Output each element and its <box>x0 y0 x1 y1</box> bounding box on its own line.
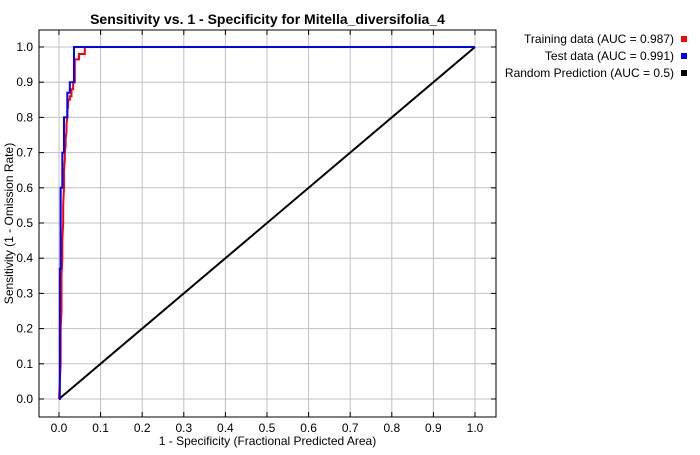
x-tick-label: 0.6 <box>300 421 317 435</box>
x-tick-label: 0.3 <box>175 421 192 435</box>
axis-ticks: 0.0 0.1 0.2 0.3 0.4 0.5 0.6 0.7 0.8 0.9 1.0 0.0 0.1 0… <box>16 30 496 435</box>
series-line-0 <box>58 46 475 400</box>
legend-label: Training data (AUC = 0.987) <box>524 32 674 46</box>
series-line-2 <box>58 46 476 400</box>
chart-title: Sensitivity vs. 1 - Specificity for Mite… <box>90 11 445 27</box>
series-lines <box>58 46 476 400</box>
y-tick-label: 0.3 <box>16 286 33 300</box>
x-tick-label: 0.2 <box>134 421 151 435</box>
y-tick-label: 0.0 <box>16 392 33 406</box>
x-tick-label: 0.9 <box>425 421 442 435</box>
y-tick-label: 0.1 <box>16 357 33 371</box>
legend-label: Test data (AUC = 0.991) <box>545 49 674 63</box>
x-tick-label: 0.0 <box>51 421 68 435</box>
series-line-1 <box>58 46 475 400</box>
y-tick-label: 0.8 <box>16 110 33 124</box>
legend: Training data (AUC = 0.987) Test data (AU… <box>505 32 687 80</box>
x-tick-label: 0.5 <box>259 421 276 435</box>
x-tick-label: 0.1 <box>92 421 109 435</box>
x-axis-title: 1 - Specificity (Fractional Predicted Ar… <box>159 434 376 448</box>
y-tick-label: 1.0 <box>16 40 33 54</box>
legend-swatch <box>681 53 687 59</box>
y-tick-label: 0.4 <box>16 251 33 265</box>
y-tick-label: 0.5 <box>16 216 33 230</box>
x-tick-label: 0.8 <box>383 421 400 435</box>
legend-swatch <box>681 36 687 42</box>
y-tick-label: 0.2 <box>16 322 33 336</box>
y-tick-label: 0.6 <box>16 181 33 195</box>
x-tick-label: 0.7 <box>342 421 359 435</box>
legend-swatch <box>681 70 687 76</box>
y-tick-label: 0.9 <box>16 75 33 89</box>
x-tick-label: 0.4 <box>217 421 234 435</box>
y-axis-title: Sensitivity (1 - Omission Rate) <box>2 143 16 304</box>
legend-label: Random Prediction (AUC = 0.5) <box>505 66 674 80</box>
y-tick-label: 0.7 <box>16 146 33 160</box>
x-tick-label: 1.0 <box>467 421 484 435</box>
